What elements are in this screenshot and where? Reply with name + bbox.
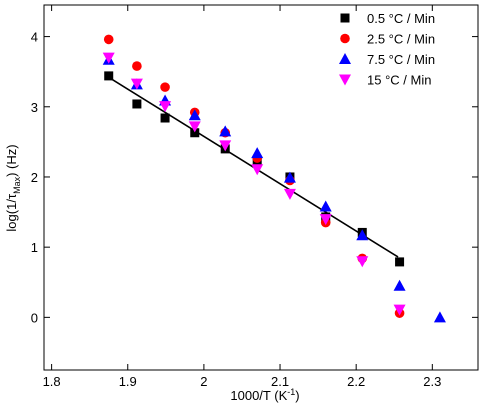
y-tick-label: 1 xyxy=(31,240,38,255)
x-tick-label: 2.1 xyxy=(271,374,289,389)
marker xyxy=(103,34,114,45)
legend-label: 15 °C / Min xyxy=(367,73,431,88)
y-tick-label: 0 xyxy=(31,310,38,325)
marker xyxy=(130,78,143,90)
x-tick-label: 2 xyxy=(200,374,207,389)
x-tick-label: 2.2 xyxy=(347,374,365,389)
marker xyxy=(188,109,201,121)
marker xyxy=(160,82,170,92)
marker xyxy=(104,71,114,81)
legend-marker xyxy=(340,33,350,44)
legend-label: 0.5 °C / Min xyxy=(367,11,435,26)
legend-marker xyxy=(339,53,351,64)
marker xyxy=(188,121,201,133)
legend-marker xyxy=(339,74,351,86)
marker xyxy=(283,171,296,183)
marker xyxy=(160,113,170,123)
legend-label: 7.5 °C / Min xyxy=(367,52,435,67)
marker xyxy=(251,147,264,159)
y-tick-label: 3 xyxy=(31,100,38,115)
marker xyxy=(393,304,406,316)
x-tick-label: 1.9 xyxy=(119,374,137,389)
y-label-part: ) (Hz) xyxy=(4,144,19,177)
y-label-sub: Max xyxy=(12,176,22,194)
y-axis-label: log(1/τMax) (Hz) xyxy=(4,144,22,231)
marker xyxy=(132,99,142,109)
y-label-part: log(1/τ xyxy=(4,193,19,232)
y-tick-label: 4 xyxy=(31,30,38,45)
legend-marker xyxy=(340,13,350,23)
x-label-part: 1000/T (K xyxy=(230,388,287,403)
y-tick-label: 2 xyxy=(31,170,38,185)
x-label-sup: -1 xyxy=(287,387,295,397)
marker xyxy=(283,188,296,200)
marker xyxy=(251,164,264,176)
plot-frame xyxy=(43,4,479,371)
x-label-part: ) xyxy=(295,388,299,403)
marker xyxy=(219,125,232,137)
x-tick-label: 2.3 xyxy=(423,374,441,389)
marker xyxy=(433,311,446,323)
marker xyxy=(102,52,115,64)
marker xyxy=(319,214,332,226)
marker xyxy=(159,101,172,113)
marker xyxy=(190,128,200,138)
marker xyxy=(132,61,142,71)
marker xyxy=(393,279,406,291)
marker xyxy=(356,229,369,241)
marker xyxy=(356,256,369,268)
x-tick-label: 1.8 xyxy=(43,374,61,389)
marker xyxy=(219,140,232,152)
marker xyxy=(395,257,405,267)
marker xyxy=(319,200,332,212)
x-axis-label: 1000/T (K-1) xyxy=(230,387,299,403)
legend-label: 2.5 °C / Min xyxy=(367,32,435,47)
